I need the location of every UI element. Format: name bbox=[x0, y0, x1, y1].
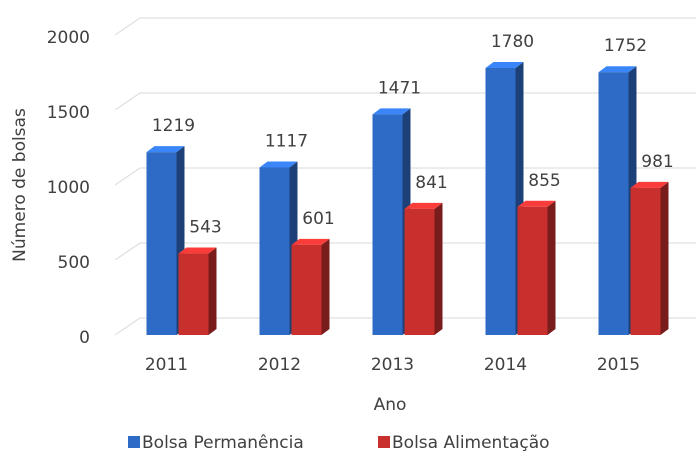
x-axis-label: Ano bbox=[374, 395, 407, 415]
bar-top bbox=[291, 238, 330, 245]
bar bbox=[404, 208, 435, 335]
bar-side bbox=[321, 238, 330, 335]
bar bbox=[259, 167, 290, 335]
bar-top bbox=[146, 146, 185, 153]
y-tick-label: 2000 bbox=[47, 28, 90, 48]
bar bbox=[598, 72, 629, 335]
x-tick-label: 2014 bbox=[484, 355, 527, 375]
data-label: 543 bbox=[189, 218, 221, 238]
y-tick-label: 500 bbox=[58, 253, 90, 273]
legend-swatch bbox=[128, 436, 140, 448]
bar bbox=[372, 114, 403, 335]
data-label: 1219 bbox=[152, 116, 195, 136]
bar-top bbox=[630, 181, 669, 188]
y-tick-label: 0 bbox=[79, 328, 90, 348]
bar-top bbox=[485, 62, 524, 68]
bar bbox=[517, 206, 548, 335]
bar-side bbox=[660, 181, 669, 335]
bar-top bbox=[404, 202, 443, 209]
data-label: 1752 bbox=[604, 36, 647, 56]
data-label: 1471 bbox=[378, 78, 421, 98]
x-tick-label: 2013 bbox=[371, 355, 414, 375]
data-label: 981 bbox=[641, 152, 673, 172]
legend-swatch bbox=[378, 436, 390, 448]
bar-side bbox=[434, 202, 443, 335]
data-label: 601 bbox=[302, 209, 334, 229]
y-axis-label: Número de bolsas bbox=[10, 108, 30, 262]
data-label: 841 bbox=[415, 173, 447, 193]
bar bbox=[146, 152, 177, 335]
x-tick-label: 2011 bbox=[145, 355, 188, 375]
bar-top bbox=[372, 108, 411, 115]
bar bbox=[291, 244, 322, 335]
grid-line bbox=[114, 17, 696, 36]
bar bbox=[485, 68, 516, 335]
legend-label: Bolsa Alimentação bbox=[392, 433, 550, 453]
data-label: 855 bbox=[528, 171, 560, 191]
y-tick-label: 1000 bbox=[47, 178, 90, 198]
bar-top bbox=[259, 161, 298, 168]
data-label: 1780 bbox=[491, 32, 534, 52]
bar-top bbox=[598, 66, 637, 73]
y-tick-label: 1500 bbox=[47, 103, 90, 123]
x-tick-label: 2012 bbox=[258, 355, 301, 375]
bar-top bbox=[178, 247, 217, 254]
legend-label: Bolsa Permanência bbox=[142, 433, 304, 453]
bar-top bbox=[517, 200, 556, 207]
bar-side bbox=[208, 247, 217, 335]
bar bbox=[630, 187, 661, 335]
bar bbox=[178, 253, 209, 335]
bar-side bbox=[547, 200, 556, 335]
data-label: 1117 bbox=[265, 131, 308, 151]
x-tick-label: 2015 bbox=[597, 355, 640, 375]
